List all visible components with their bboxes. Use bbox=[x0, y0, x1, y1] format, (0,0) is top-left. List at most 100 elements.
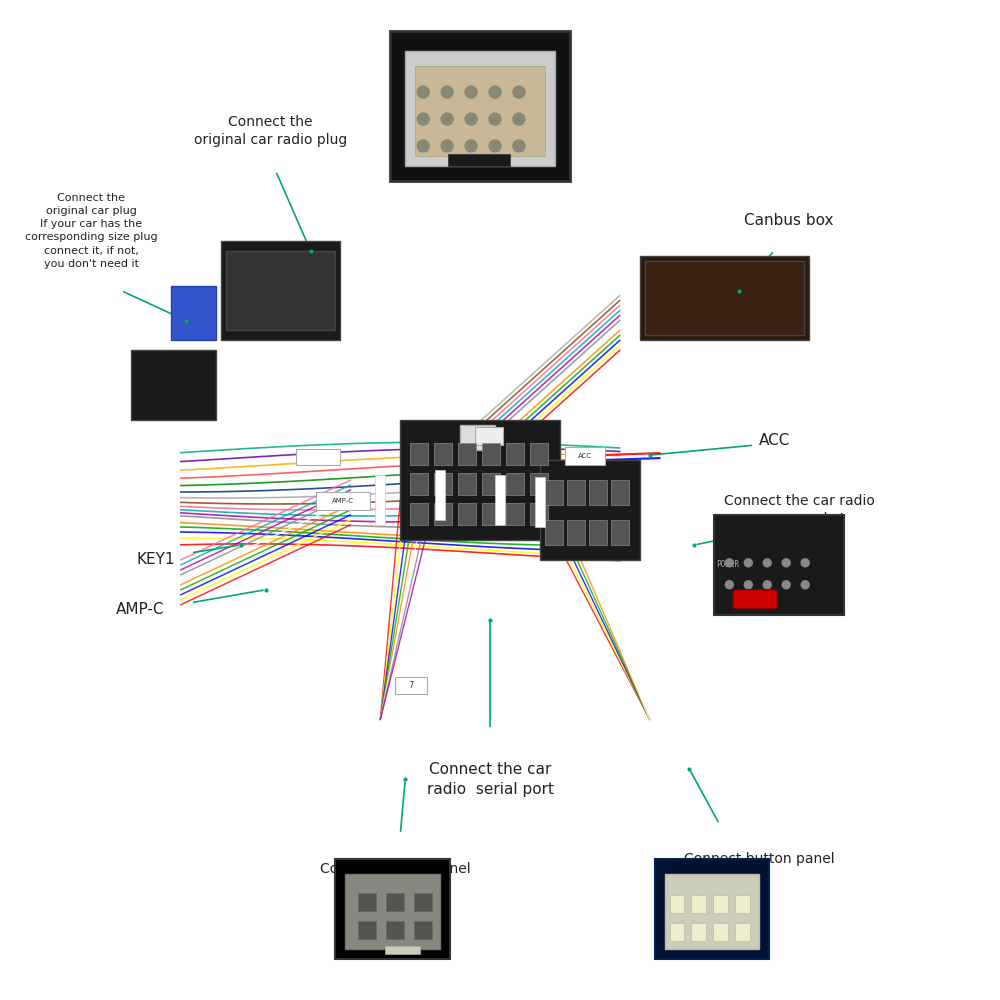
FancyBboxPatch shape bbox=[565, 447, 605, 465]
FancyBboxPatch shape bbox=[530, 443, 548, 465]
Text: Connect button panel: Connect button panel bbox=[684, 852, 835, 866]
Circle shape bbox=[782, 559, 790, 567]
FancyBboxPatch shape bbox=[506, 473, 524, 495]
Circle shape bbox=[801, 581, 809, 589]
FancyBboxPatch shape bbox=[345, 874, 440, 949]
FancyBboxPatch shape bbox=[733, 590, 777, 609]
FancyBboxPatch shape bbox=[506, 503, 524, 525]
FancyBboxPatch shape bbox=[482, 443, 500, 465]
Circle shape bbox=[465, 113, 477, 125]
FancyBboxPatch shape bbox=[296, 449, 340, 465]
Text: Connect button panel: Connect button panel bbox=[320, 862, 471, 876]
FancyBboxPatch shape bbox=[316, 492, 370, 510]
FancyBboxPatch shape bbox=[714, 515, 844, 615]
FancyBboxPatch shape bbox=[670, 923, 684, 941]
Text: ACC: ACC bbox=[578, 453, 592, 459]
Circle shape bbox=[513, 113, 525, 125]
Text: AMP-C: AMP-C bbox=[332, 498, 354, 504]
Text: AMP-C: AMP-C bbox=[116, 602, 165, 617]
Circle shape bbox=[744, 581, 752, 589]
FancyBboxPatch shape bbox=[545, 480, 563, 505]
Circle shape bbox=[489, 140, 501, 152]
FancyBboxPatch shape bbox=[665, 874, 759, 949]
FancyBboxPatch shape bbox=[171, 286, 216, 340]
Circle shape bbox=[417, 86, 429, 98]
Circle shape bbox=[441, 140, 453, 152]
Text: Connect the
original car radio plug: Connect the original car radio plug bbox=[194, 115, 347, 147]
FancyBboxPatch shape bbox=[640, 256, 809, 340]
FancyBboxPatch shape bbox=[375, 475, 385, 525]
FancyBboxPatch shape bbox=[530, 503, 548, 525]
FancyBboxPatch shape bbox=[691, 923, 706, 941]
FancyBboxPatch shape bbox=[434, 443, 452, 465]
FancyBboxPatch shape bbox=[670, 895, 684, 913]
FancyBboxPatch shape bbox=[475, 427, 503, 445]
Circle shape bbox=[744, 559, 752, 567]
Circle shape bbox=[725, 559, 733, 567]
FancyBboxPatch shape bbox=[545, 520, 563, 545]
FancyBboxPatch shape bbox=[458, 473, 476, 495]
Circle shape bbox=[513, 86, 525, 98]
FancyBboxPatch shape bbox=[713, 923, 728, 941]
Circle shape bbox=[801, 559, 809, 567]
FancyBboxPatch shape bbox=[482, 503, 500, 525]
Circle shape bbox=[489, 86, 501, 98]
Circle shape bbox=[513, 140, 525, 152]
Circle shape bbox=[465, 86, 477, 98]
FancyBboxPatch shape bbox=[482, 473, 500, 495]
Circle shape bbox=[763, 559, 771, 567]
FancyBboxPatch shape bbox=[691, 895, 706, 913]
FancyBboxPatch shape bbox=[221, 241, 340, 340]
FancyBboxPatch shape bbox=[458, 443, 476, 465]
FancyBboxPatch shape bbox=[131, 350, 216, 420]
FancyBboxPatch shape bbox=[415, 66, 545, 156]
FancyBboxPatch shape bbox=[735, 895, 750, 913]
FancyBboxPatch shape bbox=[567, 480, 585, 505]
FancyBboxPatch shape bbox=[414, 893, 432, 911]
FancyBboxPatch shape bbox=[358, 921, 376, 939]
FancyBboxPatch shape bbox=[611, 520, 629, 545]
FancyBboxPatch shape bbox=[460, 425, 495, 450]
FancyBboxPatch shape bbox=[540, 460, 640, 560]
Circle shape bbox=[782, 581, 790, 589]
FancyBboxPatch shape bbox=[645, 261, 804, 335]
FancyBboxPatch shape bbox=[611, 480, 629, 505]
FancyBboxPatch shape bbox=[335, 859, 450, 959]
FancyBboxPatch shape bbox=[735, 923, 750, 941]
FancyBboxPatch shape bbox=[410, 443, 428, 465]
FancyBboxPatch shape bbox=[358, 893, 376, 911]
FancyBboxPatch shape bbox=[589, 520, 607, 545]
FancyBboxPatch shape bbox=[535, 477, 545, 527]
FancyBboxPatch shape bbox=[400, 420, 560, 540]
FancyBboxPatch shape bbox=[386, 921, 404, 939]
Circle shape bbox=[763, 581, 771, 589]
Circle shape bbox=[441, 86, 453, 98]
FancyBboxPatch shape bbox=[567, 520, 585, 545]
FancyBboxPatch shape bbox=[434, 503, 452, 525]
Text: Connect the
original car plug
If your car has the
corresponding size plug
connec: Connect the original car plug If your ca… bbox=[25, 193, 157, 269]
Text: Canbus box: Canbus box bbox=[744, 213, 834, 228]
Text: Connect the car
radio  serial port: Connect the car radio serial port bbox=[427, 762, 554, 797]
FancyBboxPatch shape bbox=[530, 473, 548, 495]
FancyBboxPatch shape bbox=[713, 895, 728, 913]
Circle shape bbox=[489, 113, 501, 125]
FancyBboxPatch shape bbox=[434, 473, 452, 495]
Circle shape bbox=[725, 581, 733, 589]
FancyBboxPatch shape bbox=[410, 503, 428, 525]
FancyBboxPatch shape bbox=[655, 859, 769, 959]
Circle shape bbox=[441, 113, 453, 125]
FancyBboxPatch shape bbox=[405, 51, 555, 166]
Text: KEY1: KEY1 bbox=[136, 552, 175, 567]
FancyBboxPatch shape bbox=[435, 470, 445, 520]
Text: POWER: POWER bbox=[716, 560, 740, 569]
FancyBboxPatch shape bbox=[410, 473, 428, 495]
FancyBboxPatch shape bbox=[395, 677, 427, 694]
Circle shape bbox=[417, 140, 429, 152]
Text: ACC: ACC bbox=[759, 433, 791, 448]
Circle shape bbox=[417, 113, 429, 125]
FancyBboxPatch shape bbox=[386, 893, 404, 911]
Text: Connect the car radio
power socket: Connect the car radio power socket bbox=[724, 494, 875, 526]
FancyBboxPatch shape bbox=[589, 480, 607, 505]
FancyBboxPatch shape bbox=[506, 443, 524, 465]
FancyBboxPatch shape bbox=[385, 946, 420, 954]
